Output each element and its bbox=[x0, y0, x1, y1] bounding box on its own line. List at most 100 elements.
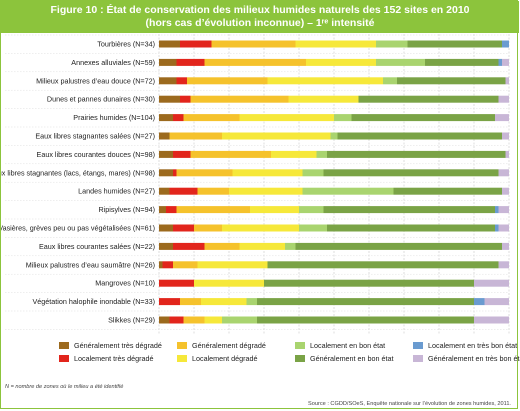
bar-segment bbox=[197, 187, 229, 195]
bar-segment bbox=[169, 316, 184, 324]
bar-segment bbox=[327, 150, 506, 158]
bar-segment bbox=[173, 114, 184, 122]
bar-segment bbox=[159, 132, 170, 140]
category-label: Eaux libres courantes douces (N=98) bbox=[37, 150, 155, 159]
bar-segment bbox=[173, 169, 177, 177]
legend-item: Localement en très bon état bbox=[413, 341, 517, 350]
bar-segment bbox=[316, 150, 327, 158]
footnote: N = nombre de zones où le milieu a été i… bbox=[5, 384, 124, 390]
bar-segment bbox=[257, 316, 474, 324]
bar-segment bbox=[250, 206, 299, 214]
legend-swatch bbox=[295, 355, 305, 362]
legend-label: Généralement en bon état bbox=[310, 354, 394, 363]
bar-segment bbox=[159, 261, 163, 269]
bar-segment bbox=[194, 279, 264, 287]
bar-segment bbox=[267, 77, 383, 85]
bar-segment bbox=[239, 242, 285, 250]
bar-segment bbox=[327, 224, 495, 232]
bar-segment bbox=[222, 224, 299, 232]
category-label: Tourbières (N=34) bbox=[97, 40, 155, 49]
bar-segment bbox=[502, 58, 509, 66]
bar-segment bbox=[190, 95, 289, 103]
legend-item: Généralement en bon état bbox=[295, 354, 394, 363]
bar-segment bbox=[159, 279, 194, 287]
bar-segment bbox=[498, 95, 509, 103]
bar-segment bbox=[425, 58, 499, 66]
bar-segment bbox=[358, 95, 499, 103]
bar-segment bbox=[295, 40, 376, 48]
bar-segment bbox=[271, 150, 317, 158]
bar-segment bbox=[505, 150, 509, 158]
legend-swatch bbox=[177, 355, 187, 362]
bar-segment bbox=[204, 316, 222, 324]
bar-segment bbox=[173, 242, 205, 250]
bar-segment bbox=[166, 206, 177, 214]
bar-segment bbox=[159, 95, 180, 103]
legend-label: Localement en bon état bbox=[310, 341, 386, 350]
legend-item: Généralement dégradé bbox=[177, 341, 266, 350]
bar-segment bbox=[505, 77, 509, 85]
bar-segment bbox=[159, 40, 180, 48]
bar-segment bbox=[295, 242, 502, 250]
bar-segment bbox=[159, 224, 173, 232]
bar-segment bbox=[169, 187, 198, 195]
bar-segment bbox=[299, 206, 324, 214]
bar-segment bbox=[498, 261, 509, 269]
bar-segment bbox=[183, 114, 240, 122]
bar-segment bbox=[302, 169, 324, 177]
legend-swatch bbox=[59, 342, 69, 349]
chart-legend: Généralement très dégradé Généralement dé… bbox=[59, 341, 520, 371]
legend-label: Localement très dégradé bbox=[74, 354, 154, 363]
bar-segment bbox=[211, 40, 296, 48]
bar-segment bbox=[330, 132, 338, 140]
bar-segment bbox=[180, 95, 191, 103]
legend-swatch bbox=[177, 342, 187, 349]
category-label: Prairies humides (N=104) bbox=[73, 113, 155, 122]
bar-segment bbox=[495, 224, 499, 232]
bar-segment bbox=[474, 298, 485, 306]
bar-segment bbox=[376, 58, 425, 66]
bar-segment bbox=[180, 40, 212, 48]
bar-segment bbox=[323, 206, 495, 214]
bar-segment bbox=[267, 261, 499, 269]
legend-item: Localement très dégradé bbox=[59, 354, 154, 363]
category-label: Ripisylves (N=94) bbox=[98, 205, 155, 214]
bar-segment bbox=[197, 261, 268, 269]
bar-segment bbox=[173, 150, 191, 158]
category-label: Eaux libres courantes salées (N=22) bbox=[39, 242, 155, 251]
bar-segment bbox=[180, 298, 201, 306]
bar-segment bbox=[204, 242, 240, 250]
bar-segment bbox=[232, 169, 303, 177]
bar-segment bbox=[187, 77, 268, 85]
bar-segment bbox=[323, 169, 499, 177]
bar-segment bbox=[376, 40, 408, 48]
bar-segment bbox=[337, 132, 502, 140]
bar-segment bbox=[407, 40, 502, 48]
bar-segment bbox=[201, 298, 247, 306]
bar-segment bbox=[159, 114, 173, 122]
bar-segment bbox=[159, 150, 173, 158]
category-label: Slikkes (N=29) bbox=[108, 316, 155, 325]
bar-segment bbox=[351, 114, 495, 122]
bar-segment bbox=[498, 169, 509, 177]
legend-swatch bbox=[295, 342, 305, 349]
figure-title: Figure 10 : État de conservation des mil… bbox=[1, 1, 519, 33]
category-label: Milieux palustres d’eau saumâtre (N=26) bbox=[26, 260, 155, 269]
bar-segment bbox=[159, 242, 173, 250]
category-label: Mangroves (N=10) bbox=[95, 279, 155, 288]
category-label: Eaux libres stagnantes (lacs, étangs, ma… bbox=[1, 168, 155, 177]
title-line-1: Figure 10 : État de conservation des mil… bbox=[50, 4, 470, 16]
legend-label: Généralement dégradé bbox=[192, 341, 266, 350]
bar-segment bbox=[498, 224, 509, 232]
bar-segment bbox=[495, 206, 499, 214]
bar-segment bbox=[484, 298, 509, 306]
bar-segment bbox=[194, 224, 222, 232]
bar-segment bbox=[173, 224, 194, 232]
bar-segment bbox=[264, 279, 474, 287]
bar-segment bbox=[162, 261, 173, 269]
category-label: Eaux libres stagnantes salées (N=27) bbox=[35, 132, 155, 141]
bar-segment bbox=[498, 206, 509, 214]
bar-segment bbox=[474, 316, 509, 324]
category-label: Annexes alluviales (N=59) bbox=[71, 58, 155, 67]
